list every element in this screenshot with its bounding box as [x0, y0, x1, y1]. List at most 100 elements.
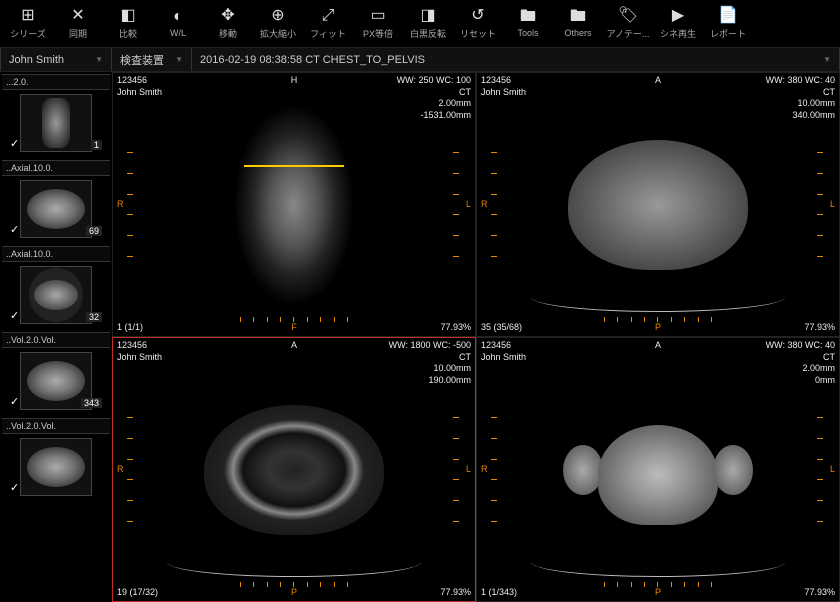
viewport-1[interactable]: 123456John SmithHWW: 250 WC: 100CT2.00mm…: [112, 72, 476, 337]
series-thumbnail[interactable]: ✓: [2, 434, 110, 500]
ct-image: [563, 415, 753, 535]
ruler-right: [453, 152, 461, 257]
ct-image: [194, 385, 394, 555]
overlay-bottom-orient: P: [655, 587, 661, 599]
sync-btn[interactable]: ✕ 同期: [54, 2, 102, 46]
check-icon: ✓: [10, 223, 19, 236]
overlay-top-left: 123456John Smith: [117, 75, 162, 98]
check-icon: ✓: [10, 481, 19, 494]
invert-btn[interactable]: ◨白黒反転: [404, 2, 452, 46]
overlay-bottom-left: 35 (35/68): [481, 322, 522, 334]
overlay-bottom-orient: F: [291, 322, 297, 334]
patient-name: John Smith: [9, 54, 64, 66]
viewport-3[interactable]: 123456John SmithAWW: 1800 WC: -500CT10.0…: [112, 337, 476, 602]
tools-btn-label: Tools: [517, 28, 538, 38]
overlay-left-orient: R: [117, 199, 124, 211]
viewport-grid: 123456John SmithHWW: 250 WC: 100CT2.00mm…: [112, 72, 840, 602]
cine-btn-label: シネ再生: [660, 27, 696, 40]
patient-name-cell[interactable]: John Smith ▼: [0, 48, 112, 71]
overlay-top-orient: H: [291, 75, 298, 87]
reference-arc: [531, 547, 784, 577]
series-count: 32: [86, 312, 102, 322]
px-btn[interactable]: ▭PX等倍: [354, 2, 402, 46]
wl-btn-icon: ◐: [173, 9, 183, 25]
ruler-left: [127, 417, 135, 522]
compare-btn[interactable]: ◧比較: [104, 2, 152, 46]
series-btn-icon: ⊞: [21, 8, 34, 24]
annotate-btn-icon: 🏷: [618, 8, 638, 24]
viewport-2[interactable]: 123456John Smith A WW: 380 WC: 40CT10.00mm…: [476, 72, 840, 337]
others-btn-icon: 🖿: [570, 9, 586, 25]
check-icon: ✓: [10, 309, 19, 322]
px-btn-icon: ▭: [370, 8, 385, 24]
series-group: ..Vol.2.0.Vol.✓343: [2, 332, 110, 414]
device-cell[interactable]: 検査装置 ▼: [112, 48, 192, 71]
series-btn[interactable]: ⊞ シリーズ: [4, 2, 52, 46]
overlay-bottom-left: 19 (17/32): [117, 587, 158, 599]
overlay-top-orient: A: [655, 75, 661, 87]
ruler-left: [127, 152, 135, 257]
move-btn-label: 移動: [219, 27, 237, 40]
tools-btn[interactable]: 🖿Tools: [504, 2, 552, 46]
ruler-right: [817, 417, 825, 522]
viewport-4[interactable]: 123456John SmithAWW: 380 WC: 40CT2.00mm0…: [476, 337, 840, 602]
overlay-bottom-left: 1 (1/1): [117, 322, 143, 334]
series-thumbnail[interactable]: ✓343: [2, 348, 110, 414]
overlay-bottom-right: 77.93%: [804, 322, 835, 334]
ct-image: [558, 120, 758, 290]
overlay-top-left: 123456John Smith: [481, 75, 526, 98]
ruler-bottom: [240, 316, 349, 322]
others-btn[interactable]: 🖿Others: [554, 2, 602, 46]
study-cell[interactable]: 2016-02-19 08:38:58 CT CHEST_TO_PELVIS ▼: [192, 48, 840, 71]
main-area: ...2.0.✓1..Axial.10.0.✓69..Axial.10.0.✓3…: [0, 72, 840, 602]
series-title: ..Axial.10.0.: [2, 160, 110, 176]
series-count: 69: [86, 226, 102, 236]
ruler-left: [491, 417, 499, 522]
overlay-left-orient: R: [481, 464, 488, 476]
ruler-bottom: [604, 581, 713, 587]
series-count: 343: [81, 398, 102, 408]
reset-btn[interactable]: ↺リセット: [454, 2, 502, 46]
cine-btn[interactable]: ▶ シネ再生: [654, 2, 702, 46]
series-thumbnail[interactable]: ✓ 32: [2, 262, 110, 328]
overlay-top-right: WW: 380 WC: 40CT10.00mm340.00mm: [766, 75, 835, 122]
overlay-right-orient: L: [830, 199, 835, 211]
compare-btn-label: 比較: [119, 27, 137, 40]
overlay-bottom-right: 77.93%: [440, 587, 471, 599]
series-sidebar[interactable]: ...2.0.✓1..Axial.10.0.✓69..Axial.10.0.✓3…: [0, 72, 112, 602]
report-btn[interactable]: 📄レポート: [704, 2, 752, 46]
sync-btn-label: 同期: [69, 27, 87, 40]
zoom-btn-label: 拡大縮小: [260, 27, 296, 40]
wl-btn[interactable]: ◐W/L: [154, 2, 202, 46]
zoom-btn[interactable]: ⊕拡大縮小: [254, 2, 302, 46]
overlay-right-orient: L: [466, 464, 471, 476]
series-thumbnail[interactable]: ✓ 69: [2, 176, 110, 242]
ruler-right: [817, 152, 825, 257]
series-thumbnail[interactable]: ✓1: [2, 90, 110, 156]
sync-btn-icon: ✕: [71, 8, 84, 24]
chevron-down-icon: ▼: [95, 55, 103, 64]
ruler-left: [491, 152, 499, 257]
fit-btn-icon: ⤢: [322, 8, 335, 24]
main-toolbar: ⊞ シリーズ ✕ 同期 ◧比較◐W/L ✥ 移動 ⊕拡大縮小 ⤢ フィット ▭PX等倍◨白黒反転↺リ…: [0, 0, 840, 48]
chevron-down-icon: ▼: [175, 55, 183, 64]
info-bar: John Smith ▼ 検査装置 ▼ 2016-02-19 08:38:58 …: [0, 48, 840, 72]
fit-btn-label: フィット: [310, 27, 346, 40]
ruler-bottom: [604, 316, 713, 322]
annotate-btn-label: アノテー...: [607, 27, 650, 40]
ruler-bottom: [240, 581, 349, 587]
series-title: ..Vol.2.0.Vol.: [2, 332, 110, 348]
series-btn-label: シリーズ: [10, 27, 46, 40]
overlay-right-orient: L: [466, 199, 471, 211]
cine-btn-icon: ▶: [672, 8, 684, 24]
overlay-top-right: WW: 380 WC: 40CT2.00mm0mm: [766, 340, 835, 387]
reference-arc: [167, 547, 420, 577]
overlay-top-orient: A: [291, 340, 297, 352]
fit-btn[interactable]: ⤢ フィット: [304, 2, 352, 46]
series-title: ..Vol.2.0.Vol.: [2, 418, 110, 434]
check-icon: ✓: [10, 137, 19, 150]
annotate-btn[interactable]: 🏷 アノテー...: [604, 2, 652, 46]
move-btn-icon: ✥: [221, 8, 234, 24]
move-btn[interactable]: ✥ 移動: [204, 2, 252, 46]
series-title: ..Axial.10.0.: [2, 246, 110, 262]
